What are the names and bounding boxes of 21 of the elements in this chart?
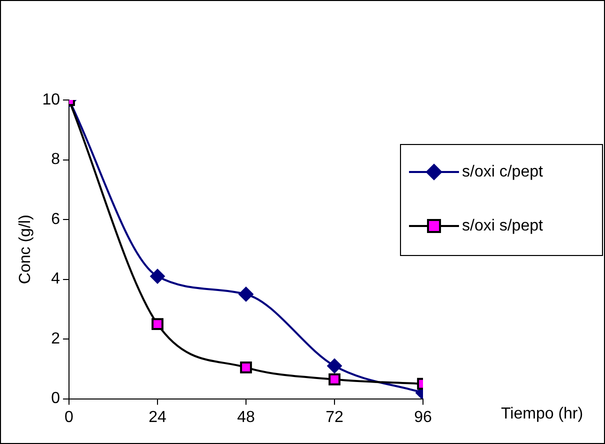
point <box>240 361 252 374</box>
x-tick-label: 0 <box>64 408 74 426</box>
point <box>328 373 340 386</box>
x-tick-label: 24 <box>148 408 166 426</box>
legend-label: s/oxi c/pept <box>462 163 544 180</box>
x-tick-label: 48 <box>237 408 255 426</box>
point <box>152 318 164 330</box>
x-tick-label: 72 <box>326 408 344 426</box>
point <box>327 358 342 374</box>
y-tick-label: 8 <box>51 151 60 168</box>
y-tick-label: 4 <box>51 270 60 288</box>
point <box>238 286 254 302</box>
x-tick-label: 96 <box>414 408 432 426</box>
y-tick-label: 10 <box>42 91 60 108</box>
point <box>150 268 165 284</box>
y-tick-label: 2 <box>51 330 60 348</box>
y-axis-title: Conc (g/l) <box>17 214 34 284</box>
legend-label: s/oxi s/pept <box>462 217 544 234</box>
y-tick-label: 0 <box>51 390 60 408</box>
y-tick-label: 6 <box>51 210 60 228</box>
x-axis-title: Tiempo (hr) <box>501 405 584 422</box>
